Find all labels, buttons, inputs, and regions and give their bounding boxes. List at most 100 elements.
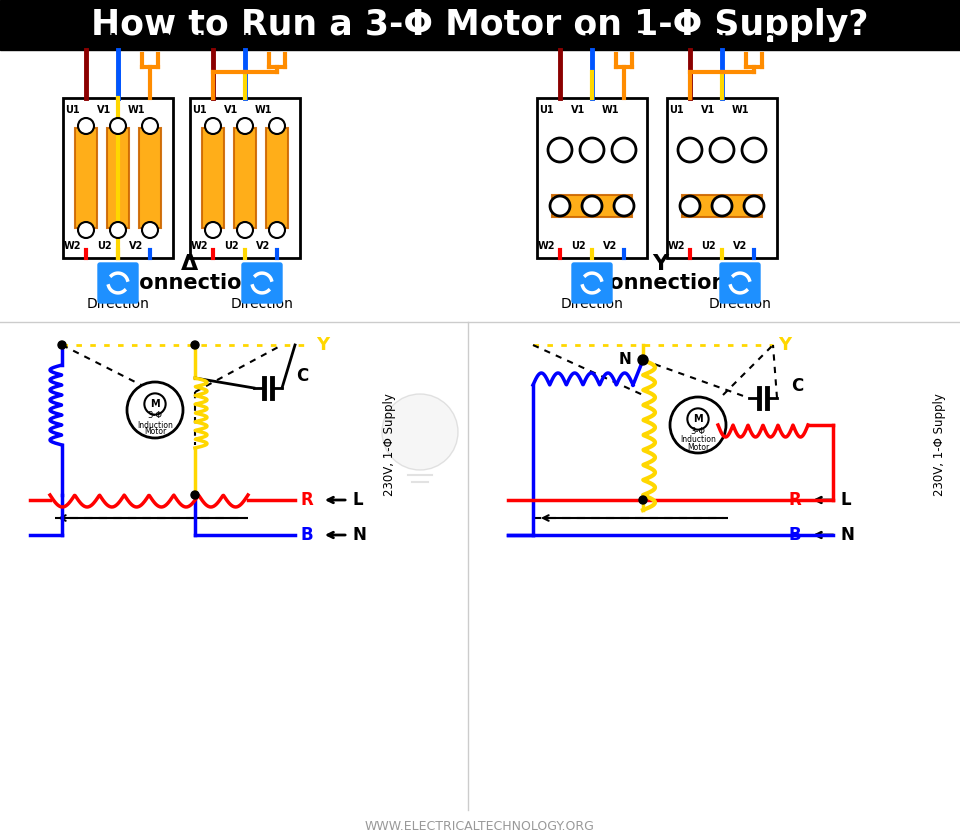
- Text: N: N: [618, 353, 632, 368]
- Text: N: N: [352, 526, 366, 544]
- Circle shape: [205, 222, 221, 238]
- Text: N: N: [236, 33, 250, 48]
- Text: W1: W1: [601, 105, 619, 115]
- Bar: [139, 128, 161, 228]
- Text: R: R: [300, 491, 313, 509]
- Text: V2: V2: [256, 241, 270, 251]
- Text: L: L: [673, 33, 683, 48]
- Text: V2: V2: [603, 241, 617, 251]
- Text: V1: V1: [571, 105, 586, 115]
- Circle shape: [550, 196, 570, 216]
- Text: U1: U1: [64, 105, 80, 115]
- Circle shape: [744, 196, 764, 216]
- Circle shape: [742, 138, 766, 162]
- Text: N: N: [109, 33, 122, 48]
- Text: 3-Φ: 3-Φ: [690, 427, 706, 435]
- Circle shape: [639, 496, 647, 504]
- Text: C: C: [762, 33, 774, 48]
- Text: Connection: Connection: [124, 273, 256, 293]
- Text: L: L: [543, 33, 553, 48]
- Text: B: B: [788, 526, 801, 544]
- Circle shape: [269, 222, 285, 238]
- Circle shape: [144, 393, 166, 415]
- Circle shape: [712, 196, 732, 216]
- Bar: [552, 195, 632, 217]
- Text: Direction: Direction: [86, 297, 150, 311]
- Text: U1: U1: [192, 105, 206, 115]
- Bar: [0, 0, 960, 50]
- Text: L: L: [352, 491, 363, 509]
- Circle shape: [680, 196, 700, 216]
- Text: 3-Φ: 3-Φ: [148, 412, 162, 421]
- Circle shape: [58, 341, 66, 349]
- Text: C: C: [633, 33, 643, 48]
- Circle shape: [127, 382, 183, 438]
- Bar: [537, 98, 647, 258]
- Circle shape: [382, 394, 458, 470]
- Text: 230V, 1-Φ Supply: 230V, 1-Φ Supply: [933, 394, 947, 496]
- Text: U2: U2: [224, 241, 238, 251]
- Circle shape: [687, 408, 708, 429]
- Text: L: L: [196, 33, 205, 48]
- Text: B: B: [300, 526, 313, 544]
- FancyBboxPatch shape: [720, 263, 760, 303]
- Text: U2: U2: [701, 241, 715, 251]
- Circle shape: [638, 355, 648, 365]
- Text: N: N: [584, 33, 596, 48]
- Text: Motor: Motor: [686, 443, 709, 452]
- Circle shape: [78, 222, 94, 238]
- Text: N: N: [840, 526, 853, 544]
- Circle shape: [612, 138, 636, 162]
- Text: W1: W1: [128, 105, 145, 115]
- Text: Connection: Connection: [594, 273, 726, 293]
- Circle shape: [78, 118, 94, 134]
- Text: C: C: [158, 33, 170, 48]
- Text: V1: V1: [224, 105, 238, 115]
- Bar: [75, 128, 97, 228]
- Text: W2: W2: [63, 241, 81, 251]
- Text: Induction: Induction: [680, 435, 716, 444]
- Text: W2: W2: [538, 241, 555, 251]
- Text: How to Run a 3-Φ Motor on 1-Φ Supply?: How to Run a 3-Φ Motor on 1-Φ Supply?: [91, 8, 869, 42]
- Text: W1: W1: [732, 105, 749, 115]
- Bar: [202, 128, 224, 228]
- Text: L: L: [69, 33, 79, 48]
- Circle shape: [142, 118, 158, 134]
- Text: Direction: Direction: [708, 297, 772, 311]
- Circle shape: [269, 118, 285, 134]
- Text: L: L: [840, 491, 851, 509]
- Circle shape: [110, 222, 126, 238]
- Bar: [63, 98, 173, 258]
- Text: WWW.ELECTRICALTECHNOLOGY.ORG: WWW.ELECTRICALTECHNOLOGY.ORG: [365, 820, 595, 832]
- Text: C: C: [285, 33, 297, 48]
- Circle shape: [614, 196, 634, 216]
- Bar: [266, 128, 288, 228]
- Circle shape: [205, 118, 221, 134]
- FancyBboxPatch shape: [98, 263, 138, 303]
- FancyBboxPatch shape: [242, 263, 282, 303]
- Text: U2: U2: [570, 241, 586, 251]
- Text: C: C: [296, 367, 308, 385]
- Text: W2: W2: [190, 241, 207, 251]
- Text: Y: Y: [778, 336, 791, 354]
- Circle shape: [191, 491, 199, 499]
- Text: V1: V1: [97, 105, 111, 115]
- Text: Direction: Direction: [230, 297, 294, 311]
- Circle shape: [110, 118, 126, 134]
- Text: W2: W2: [667, 241, 684, 251]
- Text: Direction: Direction: [561, 297, 623, 311]
- Bar: [190, 98, 300, 258]
- Text: V1: V1: [701, 105, 715, 115]
- Circle shape: [580, 138, 604, 162]
- Text: 230V, 1-Φ Supply: 230V, 1-Φ Supply: [383, 394, 396, 496]
- Text: Y: Y: [652, 254, 668, 274]
- Circle shape: [237, 118, 253, 134]
- Text: M: M: [150, 399, 159, 409]
- Text: Δ: Δ: [181, 254, 199, 274]
- Circle shape: [548, 138, 572, 162]
- Text: W1: W1: [254, 105, 272, 115]
- Text: R: R: [788, 491, 801, 509]
- Text: Motor: Motor: [144, 428, 166, 437]
- Text: Induction: Induction: [137, 421, 173, 429]
- Circle shape: [670, 397, 726, 453]
